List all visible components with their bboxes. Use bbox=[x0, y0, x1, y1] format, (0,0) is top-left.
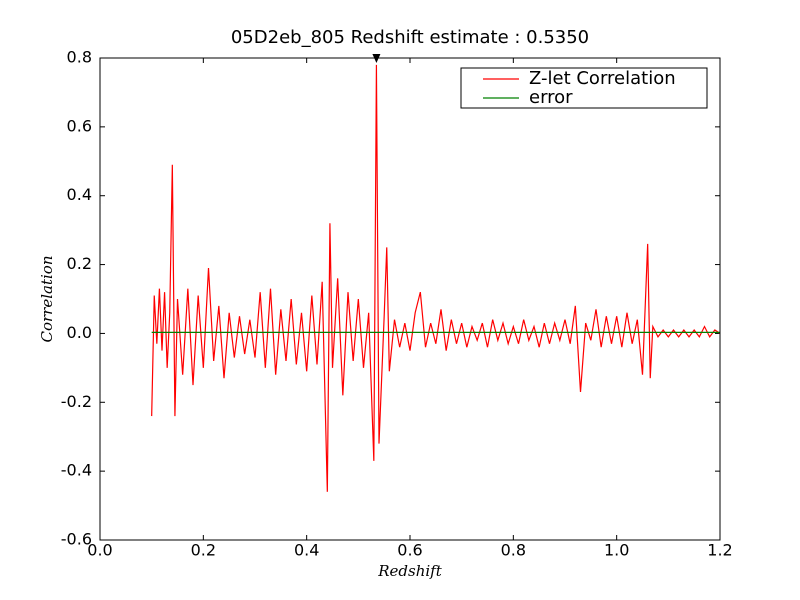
x-axis-label: Redshift bbox=[377, 562, 442, 580]
legend-label: Z-let Correlation bbox=[529, 68, 676, 89]
y-tick-label: 0.2 bbox=[67, 254, 92, 273]
x-tick-label: 1.2 bbox=[707, 541, 732, 560]
x-tick-label: 0.6 bbox=[397, 541, 422, 560]
y-tick-label: -0.2 bbox=[61, 392, 92, 411]
chart-title: 05D2eb_805 Redshift estimate : 0.5350 bbox=[231, 27, 589, 48]
y-tick-label: 0.4 bbox=[67, 185, 92, 204]
series-line bbox=[151, 64, 721, 492]
y-tick-label: 0.6 bbox=[67, 116, 92, 135]
y-tick-label: -0.4 bbox=[61, 461, 92, 480]
y-tick-label: -0.6 bbox=[61, 530, 92, 549]
y-tick-label: 0.8 bbox=[67, 48, 92, 67]
y-axis-label: Correlation bbox=[38, 256, 56, 343]
x-tick-label: 0.0 bbox=[87, 541, 112, 560]
x-tick-label: 0.8 bbox=[501, 541, 526, 560]
legend-box bbox=[460, 67, 708, 109]
x-tick-label: 0.2 bbox=[191, 541, 216, 560]
x-tick-label: 1.0 bbox=[604, 541, 629, 560]
x-tick-label: 0.4 bbox=[294, 541, 319, 560]
legend-label: error bbox=[529, 87, 573, 108]
plot-frame bbox=[99, 57, 721, 541]
y-tick-label: 0.0 bbox=[67, 323, 92, 342]
